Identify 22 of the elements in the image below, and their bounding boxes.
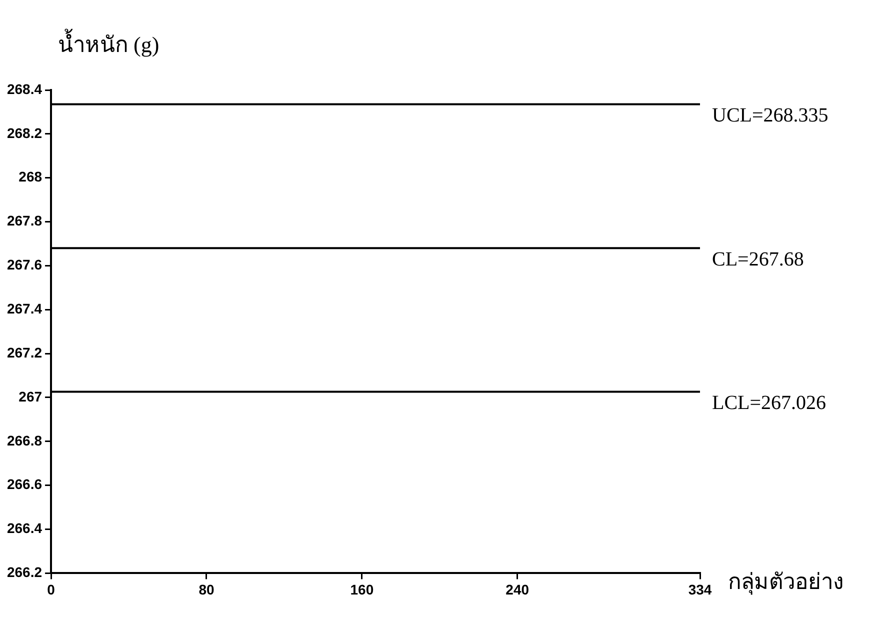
y-tick-label: 266.6 bbox=[6, 476, 42, 492]
x-tick-label: 160 bbox=[350, 581, 374, 598]
x-tick-label: 80 bbox=[198, 581, 214, 598]
x-tick-label: 334 bbox=[688, 581, 712, 598]
y-tick-label: 267.6 bbox=[6, 256, 42, 273]
x-axis-title: กลุ่มตัวอย่าง bbox=[728, 569, 844, 596]
ref-line-label: LCL=267.026 bbox=[712, 392, 826, 414]
y-tick-label: 267 bbox=[18, 388, 42, 404]
y-tick-label: 266.8 bbox=[6, 432, 42, 448]
x-tick-label: 240 bbox=[506, 581, 530, 598]
y-tick-label: 266.2 bbox=[6, 564, 42, 580]
y-tick-label: 268 bbox=[18, 168, 42, 185]
ref-line-label: UCL=268.335 bbox=[712, 104, 828, 127]
y-tick-label: 268.4 bbox=[6, 80, 42, 97]
ref-line-label: CL=267.68 bbox=[712, 248, 804, 270]
y-tick-label: 267.8 bbox=[6, 212, 42, 229]
y-axis-title: น้ำหนัก (g) bbox=[58, 29, 160, 57]
y-tick-label: 268.2 bbox=[6, 124, 42, 141]
y-tick-label: 267.2 bbox=[6, 344, 42, 360]
x-tick-label: 0 bbox=[47, 581, 56, 598]
y-tick-label: 266.4 bbox=[6, 520, 42, 536]
y-tick-label: 267.4 bbox=[6, 300, 42, 316]
